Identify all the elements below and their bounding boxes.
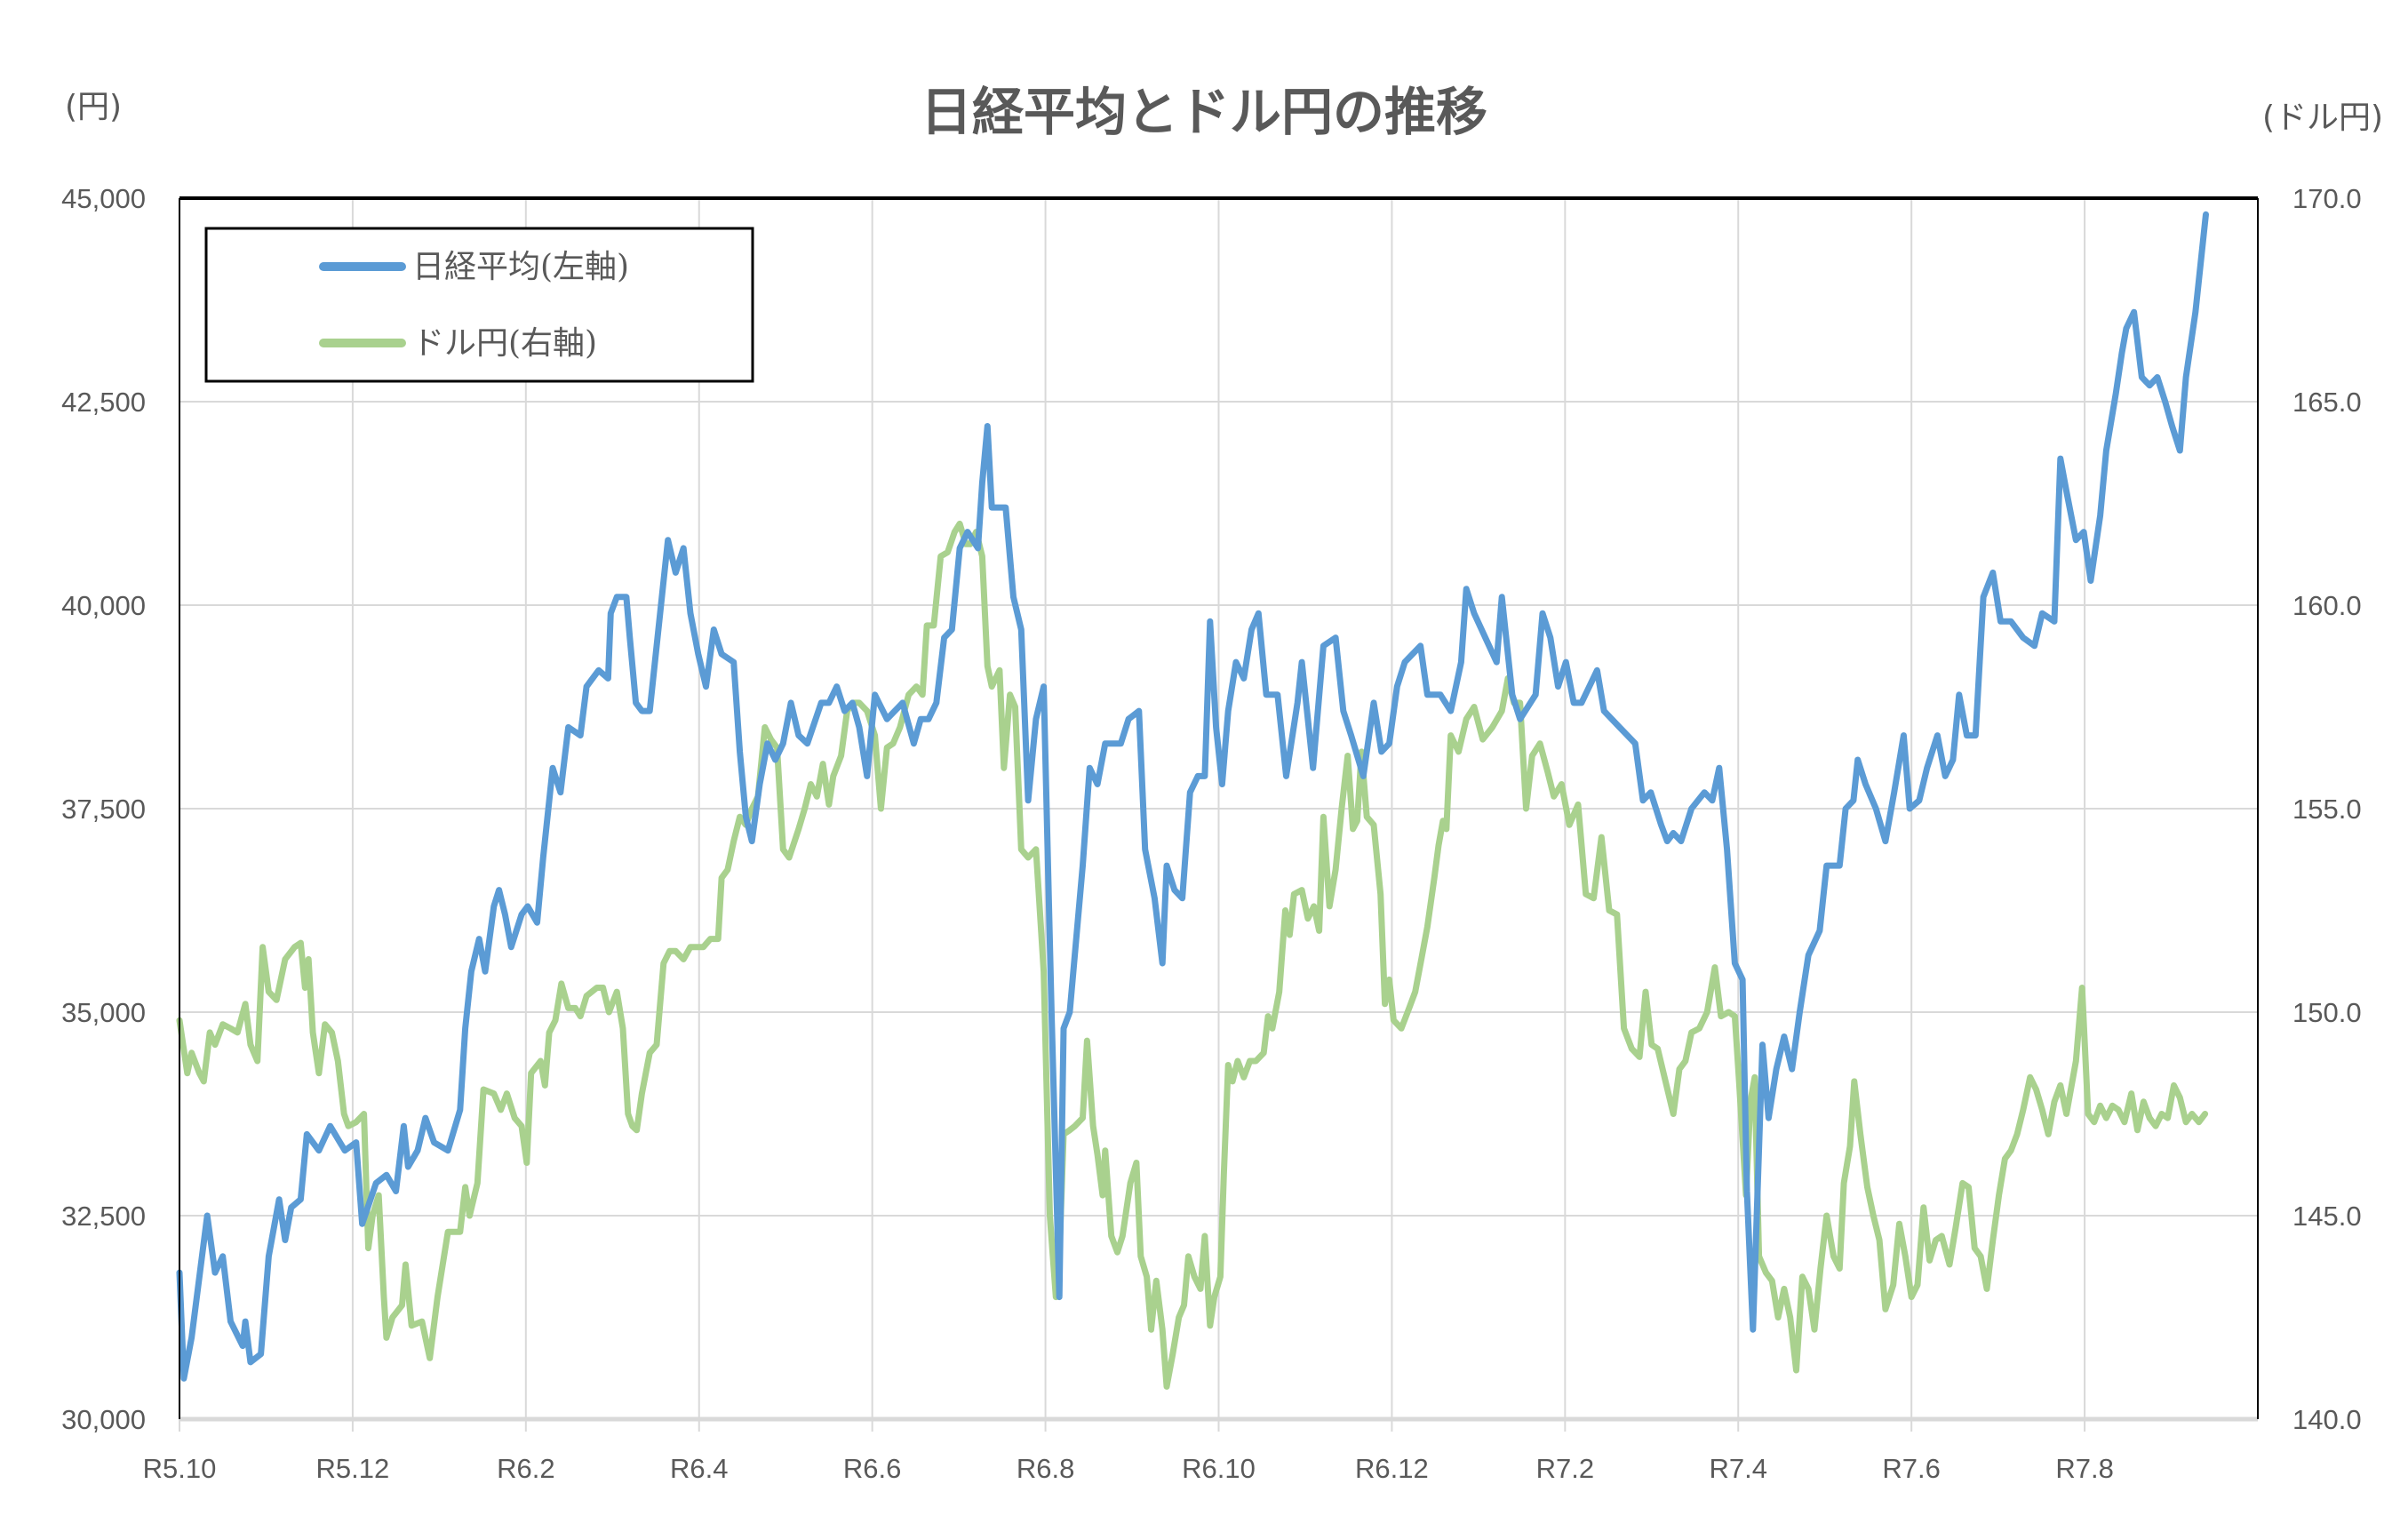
left-tick-label: 45,000 [61, 183, 146, 214]
axes: 30,000 32,500 35,000 37,500 40,000 42,500 45,0… [61, 183, 2361, 1484]
x-tick-label: R6.10 [1182, 1453, 1256, 1484]
left-tick-label: 30,000 [61, 1404, 146, 1435]
x-tick-label: R7.6 [1882, 1453, 1940, 1484]
left-tick-label: 37,500 [61, 794, 146, 825]
right-tick-label: 150.0 [2292, 997, 2362, 1028]
legend-box [204, 227, 754, 383]
x-tick-label: R6.12 [1355, 1453, 1429, 1484]
right-tick-label: 165.0 [2292, 387, 2362, 418]
x-tick-label: R7.2 [1536, 1453, 1594, 1484]
right-tick-label: 160.0 [2292, 590, 2362, 621]
x-tick-label: R6.8 [1017, 1453, 1074, 1484]
nikkei-line [176, 211, 2209, 1382]
right-tick-label: 145.0 [2292, 1201, 2362, 1232]
x-tick-label: R5.12 [316, 1453, 390, 1484]
left-tick-label: 32,500 [61, 1201, 146, 1232]
left-tick-label: 42,500 [61, 387, 146, 418]
x-tick-label: R7.4 [1710, 1453, 1767, 1484]
x-tick-label: R7.8 [2055, 1453, 2113, 1484]
legend-label-nikkei: 日経平均(左軸) [412, 249, 629, 285]
right-tick-label: 170.0 [2292, 183, 2362, 214]
plot-frame [179, 196, 2259, 1422]
x-tick-label: R5.10 [143, 1453, 217, 1484]
usdjpy-line [176, 520, 2209, 1390]
legend: 日経平均(左軸) ドル円(右軸) [204, 227, 754, 383]
left-tick-label: 35,000 [61, 997, 146, 1028]
x-tick-label: R6.4 [670, 1453, 728, 1484]
left-axis-unit: (円) [65, 89, 122, 125]
left-tick-label: 40,000 [61, 590, 146, 621]
chart-title: 日経平均とドル円の推移 [921, 82, 1487, 142]
right-tick-label: 140.0 [2292, 1404, 2362, 1435]
x-tick-label: R6.2 [497, 1453, 554, 1484]
x-tick-label: R6.6 [843, 1453, 901, 1484]
right-axis-unit: (ドル円) [2262, 100, 2383, 136]
legend-label-usdjpy: ドル円(右軸) [412, 325, 597, 362]
series-lines [176, 211, 2209, 1390]
right-tick-label: 155.0 [2292, 794, 2362, 825]
